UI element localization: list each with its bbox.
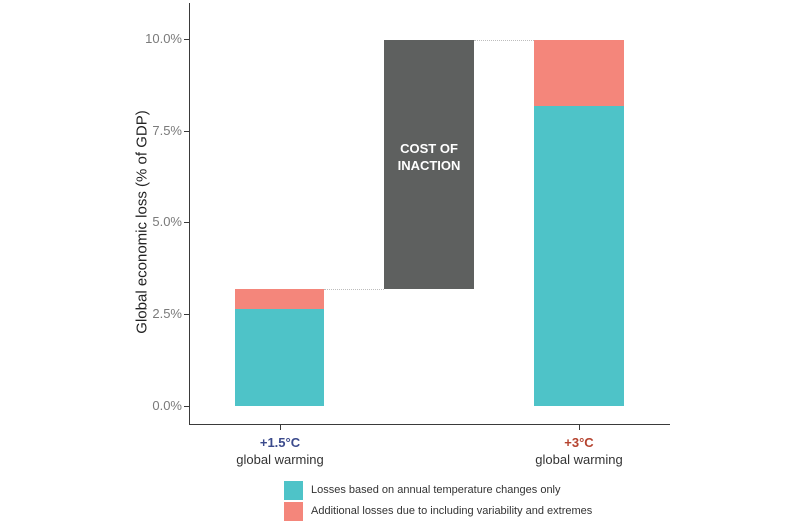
y-tick-label: 10.0% [145,31,182,46]
y-tick-0 [184,406,189,407]
cost-label-line2: INACTION [397,158,461,173]
legend-swatch-teal [284,480,303,500]
y-tick-label: 5.0% [152,214,182,229]
x-label-temp: +3°C [564,435,594,450]
bar-3c [534,40,624,406]
y-tick-5 [184,222,189,223]
x-tick-1-5 [280,425,281,430]
cost-of-inaction-label: COST OF INACTION [384,140,474,174]
y-tick-7-5 [184,131,189,132]
bar-1-5c [235,289,324,406]
y-tick-label: 7.5% [152,123,182,138]
x-label-3c: +3°C global warming [499,434,659,468]
bar-cost-of-inaction: COST OF INACTION [384,40,474,289]
x-tick-3 [579,425,580,430]
bar-segment-annual [534,106,624,406]
y-tick-label: 2.5% [152,306,182,321]
connector-low [324,289,384,290]
connector-high [474,40,534,41]
cost-label-line1: COST OF [400,141,458,156]
bar-segment-annual [235,309,324,406]
legend-label: Additional losses due to including varia… [311,505,593,517]
bar-segment-extremes [534,40,624,106]
y-axis-title: Global economic loss (% of GDP) [133,110,151,334]
legend-item-extremes: Additional losses due to including varia… [284,501,592,521]
legend-item-annual: Losses based on annual temperature chang… [284,480,561,500]
x-label-sub: global warming [535,452,623,467]
x-label-sub: global warming [236,452,324,467]
bar-segment-extremes [235,289,324,309]
x-label-1-5c: +1.5°C global warming [200,434,360,468]
x-axis-line [189,424,670,425]
x-label-temp: +1.5°C [259,435,301,450]
y-tick-label: 0.0% [152,398,182,413]
y-tick-10 [184,39,189,40]
legend-swatch-salmon [284,501,303,521]
y-tick-2-5 [184,314,189,315]
legend-label: Losses based on annual temperature chang… [311,484,561,496]
y-axis-line [189,3,190,425]
